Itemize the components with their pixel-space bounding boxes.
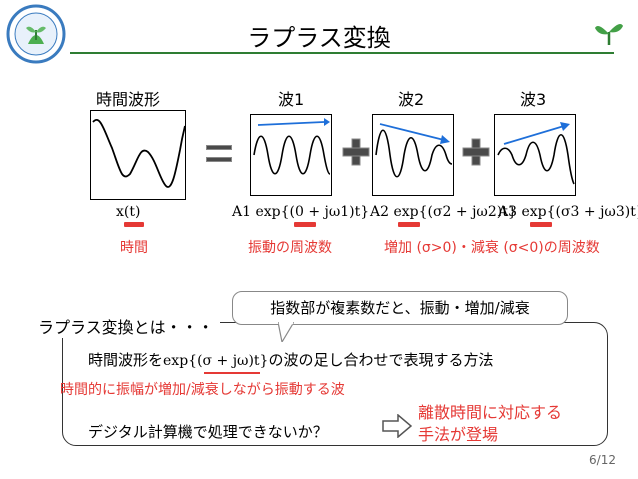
- right-arrow-icon: [382, 414, 412, 438]
- result-line2: 手法が登場: [418, 425, 499, 444]
- wave1-plot: [250, 114, 332, 196]
- time-waveform-plot: [90, 110, 186, 200]
- label-oscillation-frequency: 振動の周波数: [248, 240, 332, 256]
- expression-underline: [204, 372, 260, 374]
- section-heading: ラプラス変換とは・・・: [38, 314, 220, 338]
- definition-suffix: の波の足し合わせで表現する方法: [268, 351, 494, 369]
- highlight-sigma2: [398, 222, 420, 227]
- equal-sign-bottom: [206, 157, 232, 162]
- label-time-waveform: 時間波形: [96, 90, 161, 109]
- growing-decaying-note: 時間的に振幅が増加/減衰しながら振動する波: [60, 382, 345, 398]
- label-wave2: 波2: [398, 90, 425, 109]
- formula-wave2: A2 exp{(σ2 + jω2)t}: [370, 204, 517, 220]
- lab-logo-icon: [6, 4, 66, 64]
- highlight-omega: [294, 222, 316, 227]
- definition-line: 時間波形をexp{(σ + jω)t}の波の足し合わせで表現する方法: [88, 349, 493, 370]
- label-wave1: 波1: [278, 90, 305, 109]
- formula-wave3: A3 exp{(σ3 + jω3)t}: [498, 204, 638, 220]
- definition-expression: exp{(σ + jω)t}: [163, 353, 269, 369]
- equal-sign-top: [206, 145, 232, 150]
- page-title: ラプラス変換: [247, 24, 391, 52]
- label-growth-decay: 増加 (σ>0)・減衰 (σ<0)の周波数: [384, 240, 600, 256]
- definition-prefix: 時間波形を: [88, 351, 164, 369]
- highlight-sigma3: [530, 222, 552, 227]
- label-time: 時間: [120, 240, 148, 256]
- formula-x: x(t): [116, 204, 141, 220]
- callout-bubble: 指数部が複素数だと、振動・増加/減衰: [232, 291, 568, 325]
- sprout-leaf-icon: [595, 24, 623, 45]
- highlight-time: [124, 222, 144, 227]
- wave2-plot: [372, 114, 454, 196]
- formula-wave1: A1 exp{(0 + jω1)t}: [232, 204, 370, 220]
- page-number: 6/12: [589, 453, 616, 467]
- plus-sign-icon-2: [462, 138, 490, 166]
- plus-sign-icon: [342, 138, 370, 166]
- discrete-time-result: 離散時間に対応する 手法が登場: [418, 402, 562, 446]
- wave3-plot: [494, 114, 576, 196]
- callout-tail: [278, 322, 294, 342]
- title-divider: [70, 52, 614, 54]
- digital-question: デジタル計算機で処理できないか？: [88, 423, 328, 441]
- result-line1: 離散時間に対応する: [418, 403, 563, 422]
- label-wave3: 波3: [520, 90, 547, 109]
